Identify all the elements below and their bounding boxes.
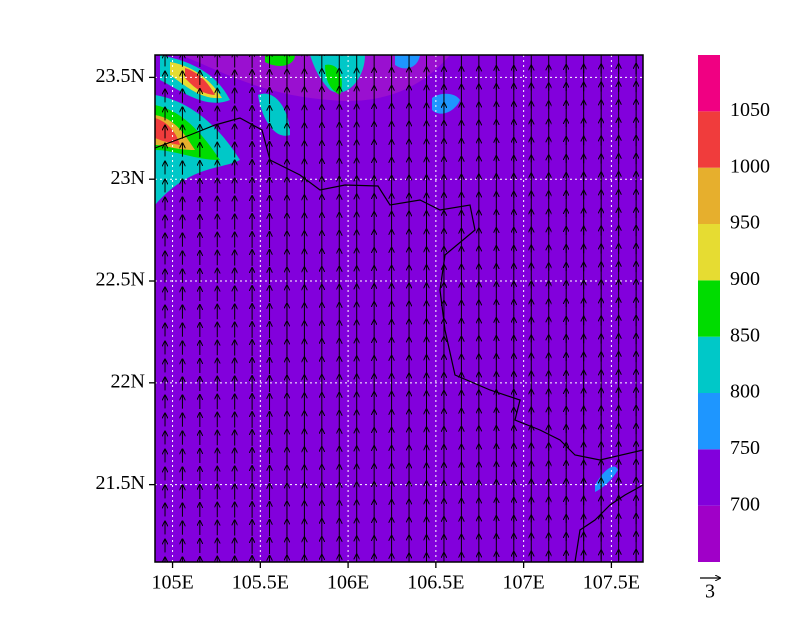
colorbar-box [698, 505, 720, 562]
x-tick-label: 105.5E [232, 572, 289, 594]
y-tick-label: 23.5N [96, 65, 145, 87]
colorbar-box [698, 55, 720, 112]
field-patch [155, 118, 180, 145]
colorbar-label: 800 [730, 381, 760, 403]
plot-frame [154, 54, 644, 563]
colorbar-label: 750 [730, 437, 760, 459]
x-tick-label: 105E [151, 572, 193, 594]
colorbar-label: 950 [730, 212, 760, 234]
x-tick-label: 107E [503, 572, 545, 594]
field [155, 55, 654, 562]
reference-vector-label: 3 [705, 581, 715, 603]
y-tick-label: 22N [111, 370, 145, 392]
colorbar-box [698, 449, 720, 506]
colorbar-box [698, 393, 720, 450]
colorbar-box [698, 224, 720, 281]
y-tick-label: 22.5N [96, 269, 145, 291]
field-patch [180, 55, 450, 101]
x-tick-label: 106E [327, 572, 369, 594]
colorbar-box [698, 167, 720, 224]
coast-line [574, 484, 643, 562]
colorbar: 700 750 800 850 900 950 1000 1050 [698, 55, 770, 562]
y-tick-label: 21.5N [96, 472, 145, 494]
x-tick-label: 107.5E [583, 572, 640, 594]
wind-vectors [165, 55, 654, 562]
colorbar-label: 1050 [730, 99, 770, 121]
colorbar-label: 700 [730, 493, 760, 515]
colorbar-label: 900 [730, 268, 760, 290]
field-background [155, 55, 643, 562]
field-patch [395, 55, 420, 69]
colorbar-label: 850 [730, 324, 760, 346]
colorbar-box [698, 280, 720, 337]
colorbar-box [698, 336, 720, 393]
colorbar-label: 1000 [730, 155, 770, 177]
field-patch [265, 55, 295, 66]
x-tick-label: 106.5E [407, 572, 464, 594]
colorbar-box [698, 111, 720, 168]
field-patch [258, 93, 290, 136]
y-tick-label: 23N [111, 167, 145, 189]
